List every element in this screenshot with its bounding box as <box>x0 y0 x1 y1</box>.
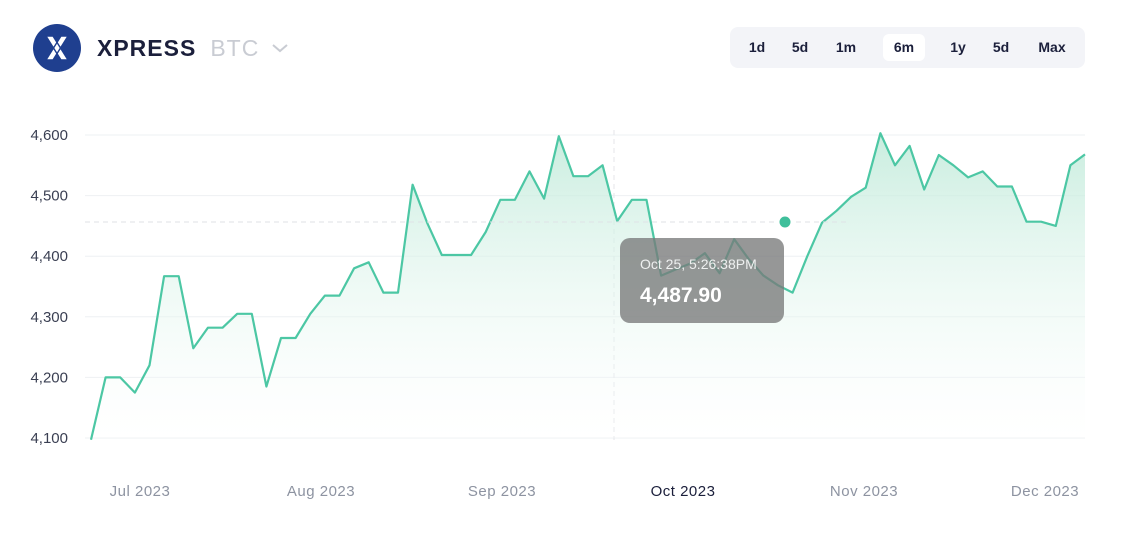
y-tick-label: 4,600 <box>30 127 68 144</box>
range-max-button[interactable]: Max <box>1038 39 1066 55</box>
y-tick-label: 4,100 <box>30 430 68 447</box>
y-tick-label: 4,300 <box>30 309 68 326</box>
range-5d-button-2[interactable]: 5d <box>992 39 1010 55</box>
y-tick-label: 4,200 <box>30 369 68 386</box>
series-area <box>91 133 1085 440</box>
x-tick-label: Dec 2023 <box>1011 483 1079 500</box>
app-title: XPRESS <box>97 34 197 61</box>
chevron-down-icon[interactable] <box>271 43 289 53</box>
pair-selector[interactable]: BTC <box>210 34 260 61</box>
x-logo-icon <box>33 24 81 72</box>
tooltip-date: Oct 25, 5:26:38PM <box>640 256 757 272</box>
range-1y-button[interactable]: 1y <box>950 39 966 55</box>
y-axis: 4,100 4,200 4,300 4,400 4,500 4,600 <box>30 127 68 447</box>
tooltip-value: 4,487.90 <box>640 284 722 307</box>
range-1m-button[interactable]: 1m <box>835 39 857 55</box>
y-tick-label: 4,400 <box>30 248 68 265</box>
header: XPRESS BTC <box>33 23 289 73</box>
range-1d-button[interactable]: 1d <box>748 39 766 55</box>
range-6m-button[interactable]: 6m <box>883 34 925 61</box>
price-tooltip: Oct 25, 5:26:38PM 4,487.90 <box>620 238 784 323</box>
x-tick-label: Jul 2023 <box>110 483 171 500</box>
series-line <box>89 132 1086 441</box>
x-tick-label: Nov 2023 <box>830 483 898 500</box>
hover-point[interactable] <box>776 213 794 231</box>
y-tick-label: 4,500 <box>30 188 68 205</box>
time-range-selector: 1d 5d 1m 6m 1y 5d Max <box>730 27 1085 68</box>
x-tick-label: Aug 2023 <box>287 483 355 500</box>
x-tick-label: Sep 2023 <box>468 483 536 500</box>
x-axis: Jul 2023 Aug 2023 Sep 2023 Oct 2023 Nov 2023… <box>110 483 1079 500</box>
x-tick-label: Oct 2023 <box>651 483 716 500</box>
range-5d-button[interactable]: 5d <box>791 39 809 55</box>
